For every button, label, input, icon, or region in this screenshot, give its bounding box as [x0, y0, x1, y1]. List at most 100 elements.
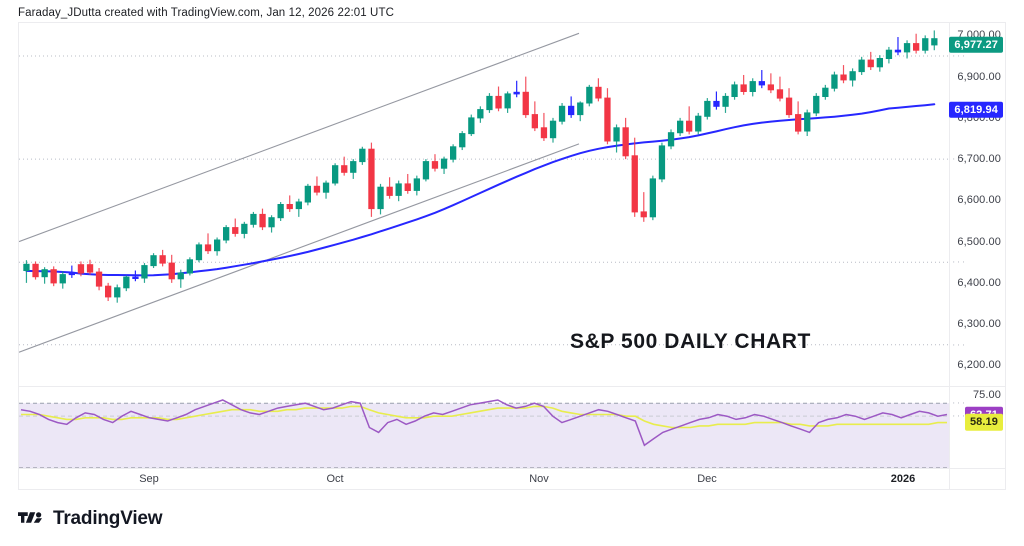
attribution-text: Faraday_JDutta created with TradingView.… — [18, 7, 394, 19]
candle — [822, 87, 829, 97]
candle — [577, 102, 584, 116]
candle — [77, 264, 85, 274]
candle — [649, 178, 657, 218]
tradingview-logo-icon — [18, 510, 45, 528]
candle — [595, 86, 602, 99]
candle — [586, 86, 593, 104]
candle — [713, 100, 720, 107]
rsi-pane[interactable] — [19, 387, 949, 468]
candle — [150, 255, 157, 267]
candle — [876, 58, 884, 68]
price-pane[interactable] — [19, 23, 949, 386]
candle — [304, 185, 312, 203]
candle — [313, 185, 321, 193]
rsi-chart-svg — [19, 399, 949, 468]
candle — [214, 239, 221, 252]
candle — [894, 49, 902, 53]
candle — [413, 178, 421, 191]
candle — [105, 285, 112, 298]
axis-gridline-marker: ··· — [952, 256, 967, 268]
candle — [813, 95, 820, 114]
candle — [931, 38, 938, 46]
candle — [377, 186, 384, 210]
candle — [540, 127, 548, 139]
moving-average-badge[interactable]: 6,819.94 — [949, 101, 1003, 118]
candle — [740, 84, 747, 93]
last-price-badge[interactable]: 6,977.27 — [949, 36, 1003, 53]
candle — [731, 84, 738, 98]
price-axis[interactable]: 7,000.006,900.006,800.006,700.006,600.00… — [949, 23, 1005, 489]
candle — [259, 213, 266, 228]
candle — [431, 161, 439, 169]
candle — [885, 49, 893, 60]
candle — [686, 120, 693, 132]
price-tick: 6,300.00 — [957, 318, 1001, 331]
rsi-gridline-marker: ··· — [952, 397, 967, 409]
price-tick: 6,600.00 — [957, 194, 1001, 207]
candle — [867, 59, 874, 68]
candle — [913, 43, 920, 51]
candle — [450, 146, 457, 160]
candle — [132, 276, 139, 280]
candle — [332, 165, 339, 184]
candle — [704, 100, 711, 117]
rsi-line — [20, 399, 948, 447]
axis-divider — [949, 23, 950, 489]
candle — [758, 81, 766, 86]
candle — [631, 155, 638, 213]
axis-gridline-marker: ··· — [952, 153, 967, 165]
candle — [459, 133, 466, 148]
candle — [404, 183, 411, 191]
candle — [123, 276, 130, 289]
candle — [141, 265, 148, 279]
ascending-channel-lower — [19, 143, 580, 353]
price-chart-svg — [19, 30, 949, 353]
price-tick: 6,900.00 — [957, 70, 1001, 83]
candle — [522, 91, 529, 116]
candle — [722, 95, 729, 107]
candle — [250, 213, 257, 225]
candle — [468, 117, 475, 135]
time-tick: Dec — [697, 473, 717, 485]
candle — [195, 244, 203, 261]
candle — [223, 227, 230, 241]
candle — [350, 161, 357, 173]
candle — [359, 148, 366, 163]
candle — [368, 148, 375, 210]
rsi-ma-value-badge[interactable]: 58.19 — [964, 414, 1003, 431]
candle — [667, 132, 675, 147]
candle — [604, 97, 611, 142]
candle — [68, 272, 76, 276]
candle — [531, 114, 539, 129]
candle — [658, 145, 666, 180]
candle — [395, 183, 402, 196]
ascending-channel-upper — [19, 32, 580, 243]
candle — [386, 186, 393, 196]
price-tick: 6,700.00 — [957, 153, 1001, 166]
candle — [241, 223, 248, 234]
candle — [232, 227, 239, 234]
candle — [776, 89, 784, 99]
price-tick: 6,500.00 — [957, 235, 1001, 248]
candle — [858, 59, 865, 73]
price-tick: 6,200.00 — [957, 359, 1001, 372]
candle — [95, 271, 103, 287]
candle — [295, 201, 303, 210]
candle — [159, 255, 166, 264]
candle — [486, 95, 493, 111]
candle — [695, 115, 702, 132]
candle — [341, 165, 348, 173]
candle — [785, 97, 793, 116]
candle — [795, 114, 802, 132]
candle — [86, 264, 94, 273]
pane-divider — [19, 386, 1005, 387]
candle — [749, 81, 756, 92]
candle — [422, 161, 430, 180]
candle — [268, 217, 275, 228]
candle — [277, 204, 284, 219]
tradingview-wordmark: TradingView — [53, 508, 163, 529]
axis-gridline-marker: ··· — [952, 50, 967, 62]
candle — [677, 120, 684, 134]
candle — [840, 74, 847, 81]
